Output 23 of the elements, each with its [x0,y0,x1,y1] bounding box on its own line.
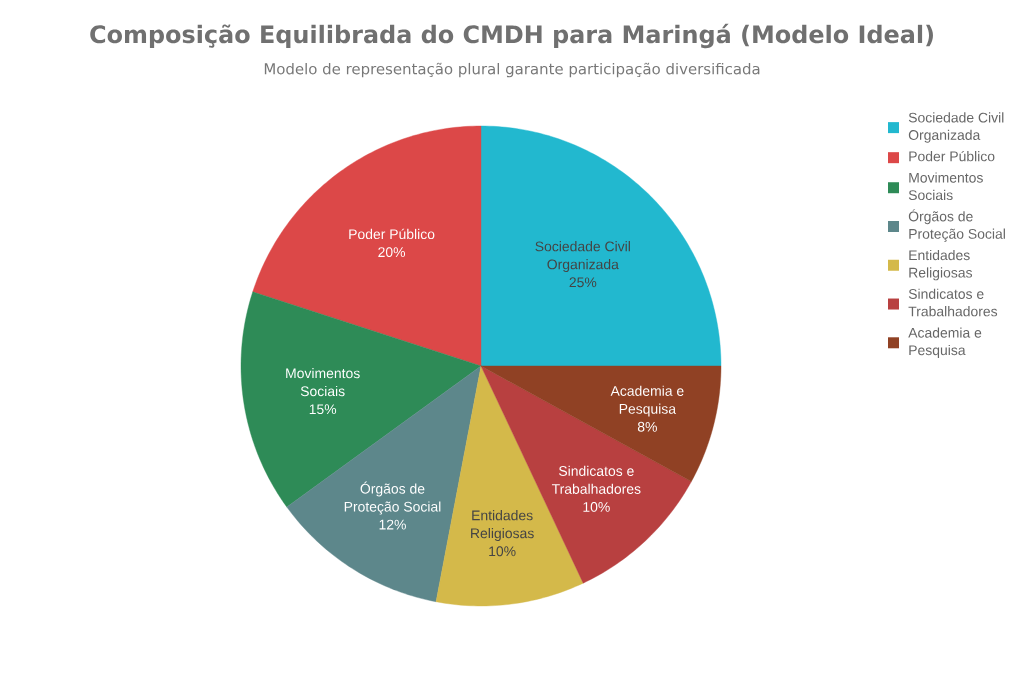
data-label: 15% [309,404,337,415]
data-label: 12% [379,519,406,530]
data-label: 10% [489,546,516,557]
legend-label: Sindicatos e Trabalhadores [908,288,998,317]
slice-label: Movimentos Sociais [286,368,360,397]
legend-label: Órgãos de Proteção Social [908,209,1005,242]
chart-subtitle: Modelo de representação plural garante participação diversificada [264,62,760,78]
slice-label: Poder Público [349,228,435,240]
legend-label: Sociedade Civil Organizada [908,112,1004,143]
slice-label: Sindicatos e Trabalhadores [551,465,641,494]
data-label: 25% [569,277,597,288]
slice-label: Entidades Religiosas [471,510,534,542]
data-label: 20% [378,247,406,258]
slice-label: Sociedade Civil Organizada [535,241,630,273]
legend-label: Movimentos Sociais [908,172,983,201]
data-label: 10% [583,501,610,512]
chart-title: Composição Equilibrada do CMDH para Maringá (Modelo Ideal) [90,23,933,49]
slice-label: Órgãos de Proteção Social [344,481,441,515]
legend-label: Academia e Pesquisa [908,327,982,358]
legend-label: Entidades Religiosas [909,249,973,281]
data-label: 8% [637,421,657,432]
legend-label: Poder Público [909,150,995,162]
slice-label: Academia e Pesquisa [610,385,684,417]
